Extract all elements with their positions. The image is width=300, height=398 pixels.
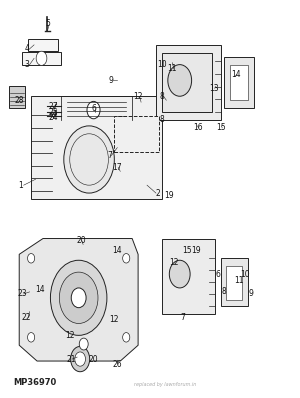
- Text: 14: 14: [35, 285, 45, 295]
- Circle shape: [169, 260, 190, 288]
- Text: 1: 1: [18, 181, 23, 190]
- Text: 15: 15: [217, 123, 226, 133]
- Bar: [114, 116, 159, 152]
- Circle shape: [28, 254, 35, 263]
- Text: 7: 7: [180, 313, 185, 322]
- Circle shape: [71, 288, 86, 308]
- Bar: [9, 86, 25, 108]
- Text: 11: 11: [167, 64, 177, 73]
- Circle shape: [87, 101, 100, 119]
- Bar: [156, 45, 221, 120]
- Circle shape: [168, 64, 192, 96]
- Text: 14: 14: [231, 70, 241, 79]
- Text: 11: 11: [234, 275, 244, 285]
- Text: MP36970: MP36970: [13, 378, 56, 387]
- Text: 23: 23: [17, 289, 27, 298]
- Text: 12: 12: [169, 258, 178, 267]
- Polygon shape: [28, 39, 58, 51]
- Text: 26: 26: [112, 360, 122, 369]
- Circle shape: [123, 333, 130, 342]
- Text: 20: 20: [77, 236, 86, 245]
- Bar: [230, 64, 248, 100]
- Text: 12: 12: [65, 331, 74, 340]
- Text: replaced by lawnforum.in: replaced by lawnforum.in: [134, 382, 196, 387]
- Text: 9: 9: [109, 76, 114, 85]
- Text: 8: 8: [160, 115, 164, 125]
- Text: 21: 21: [67, 355, 76, 363]
- Text: 8: 8: [222, 287, 227, 297]
- Text: 28: 28: [14, 96, 24, 105]
- Text: 19: 19: [164, 191, 174, 199]
- Circle shape: [123, 254, 130, 263]
- Circle shape: [75, 352, 86, 366]
- Polygon shape: [22, 52, 61, 64]
- Text: 14: 14: [112, 246, 122, 255]
- Text: 6: 6: [91, 103, 96, 113]
- Text: 8: 8: [160, 92, 164, 101]
- Text: 2: 2: [155, 189, 160, 197]
- Bar: [31, 96, 162, 199]
- Circle shape: [36, 51, 47, 65]
- Text: 12: 12: [134, 92, 143, 101]
- Circle shape: [64, 126, 114, 193]
- Text: 27: 27: [49, 101, 58, 111]
- Text: 10: 10: [240, 269, 250, 279]
- Text: 13: 13: [209, 84, 219, 93]
- Text: 5: 5: [45, 19, 50, 27]
- Circle shape: [28, 333, 35, 342]
- Text: 24: 24: [49, 113, 58, 123]
- Circle shape: [50, 260, 107, 336]
- Text: 3: 3: [24, 60, 29, 69]
- Polygon shape: [19, 238, 138, 361]
- Text: 6: 6: [216, 269, 221, 279]
- Text: 19: 19: [191, 246, 201, 255]
- Text: 12: 12: [110, 315, 119, 324]
- Text: 4: 4: [24, 44, 29, 53]
- Bar: [221, 258, 248, 306]
- Bar: [162, 238, 215, 314]
- Bar: [224, 57, 254, 108]
- Text: 7: 7: [107, 151, 112, 160]
- Circle shape: [79, 338, 88, 350]
- Text: 22: 22: [22, 313, 32, 322]
- Text: 10: 10: [157, 60, 167, 69]
- Text: 15: 15: [182, 246, 192, 255]
- Circle shape: [70, 346, 90, 372]
- Bar: [226, 266, 242, 300]
- Bar: [162, 53, 212, 112]
- Text: 20: 20: [89, 355, 98, 363]
- Text: 25: 25: [49, 107, 58, 117]
- Text: 16: 16: [193, 123, 202, 133]
- Circle shape: [59, 272, 98, 324]
- Text: 17: 17: [112, 163, 122, 172]
- Text: 9: 9: [249, 289, 254, 298]
